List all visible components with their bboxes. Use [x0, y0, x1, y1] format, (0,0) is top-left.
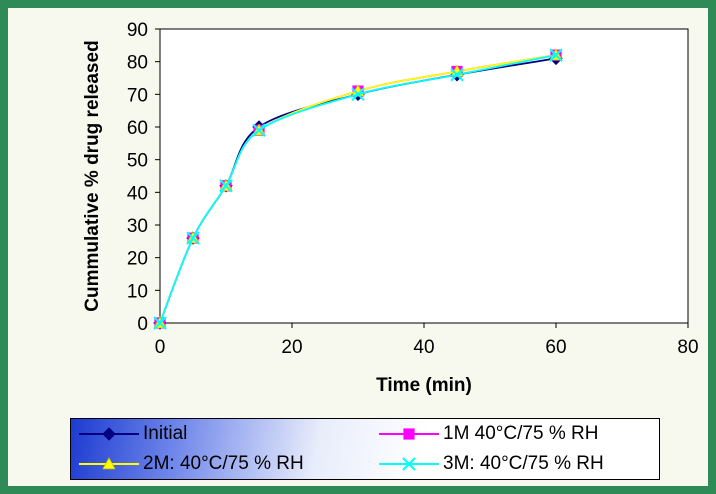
x-tick-label: 40: [413, 337, 434, 358]
y-tick-label: 10: [127, 281, 148, 302]
legend-label: Initial: [143, 423, 188, 444]
chart-figure: 0 20 40 60 80 0 10 20 30 40 50 60 70 80 90 Time (min)…: [8, 8, 708, 486]
series-group: [153, 48, 563, 330]
data-point-marker: [252, 123, 266, 137]
data-point-marker: [153, 316, 167, 330]
x-tick-label: 20: [281, 337, 302, 358]
y-tick-label: 40: [127, 183, 148, 204]
legend-item: Initial: [77, 419, 187, 449]
data-point-marker: [219, 179, 233, 193]
y-tick-label: 90: [127, 20, 148, 41]
data-point-marker: [351, 87, 365, 102]
y-tick-label: 70: [127, 85, 148, 106]
legend-swatch: [379, 428, 439, 440]
x-tick-label: 0: [155, 337, 166, 358]
legend-label: 3M: 40°C/75 % RH: [443, 453, 604, 474]
x-tick-label: 60: [545, 337, 566, 358]
data-point-marker: [549, 48, 563, 62]
y-tick-label: 50: [127, 151, 148, 172]
data-point-marker: [102, 457, 116, 470]
legend-swatch: [379, 457, 439, 471]
y-tick-label: 20: [127, 249, 148, 270]
data-point-marker: [102, 427, 116, 441]
plot-area: [159, 28, 689, 324]
data-point-marker: [186, 231, 200, 245]
legend-label: 2M: 40°C/75 % RH: [143, 453, 304, 474]
chart-legend: Initial 1M 40°C/75 % RH 2M: 40°C/75 % RH 3M…: [70, 418, 660, 480]
legend-swatch: [79, 427, 139, 441]
legend-label: 1M 40°C/75 % RH: [443, 423, 599, 444]
x-tick-label: 80: [677, 337, 698, 358]
line-chart: 0 20 40 60 80 0 10 20 30 40 50 60 70 80 90 Time (min)…: [82, 20, 699, 396]
data-point-marker: [450, 68, 464, 82]
y-tick-label: 60: [127, 118, 148, 139]
y-tick-label: 30: [127, 216, 148, 237]
legend-item: 3M: 40°C/75 % RH: [377, 449, 604, 479]
y-axis-title: Cummulative % drug released: [82, 40, 103, 311]
y-tick-label: 80: [127, 53, 148, 74]
legend-swatch: [79, 457, 139, 470]
y-tick-label: 0: [137, 314, 148, 335]
legend-item: 2M: 40°C/75 % RH: [77, 449, 304, 479]
data-point-marker: [402, 457, 416, 471]
legend-item: 1M 40°C/75 % RH: [377, 419, 598, 449]
x-axis-title: Time (min): [376, 375, 472, 396]
data-point-marker: [403, 428, 415, 440]
